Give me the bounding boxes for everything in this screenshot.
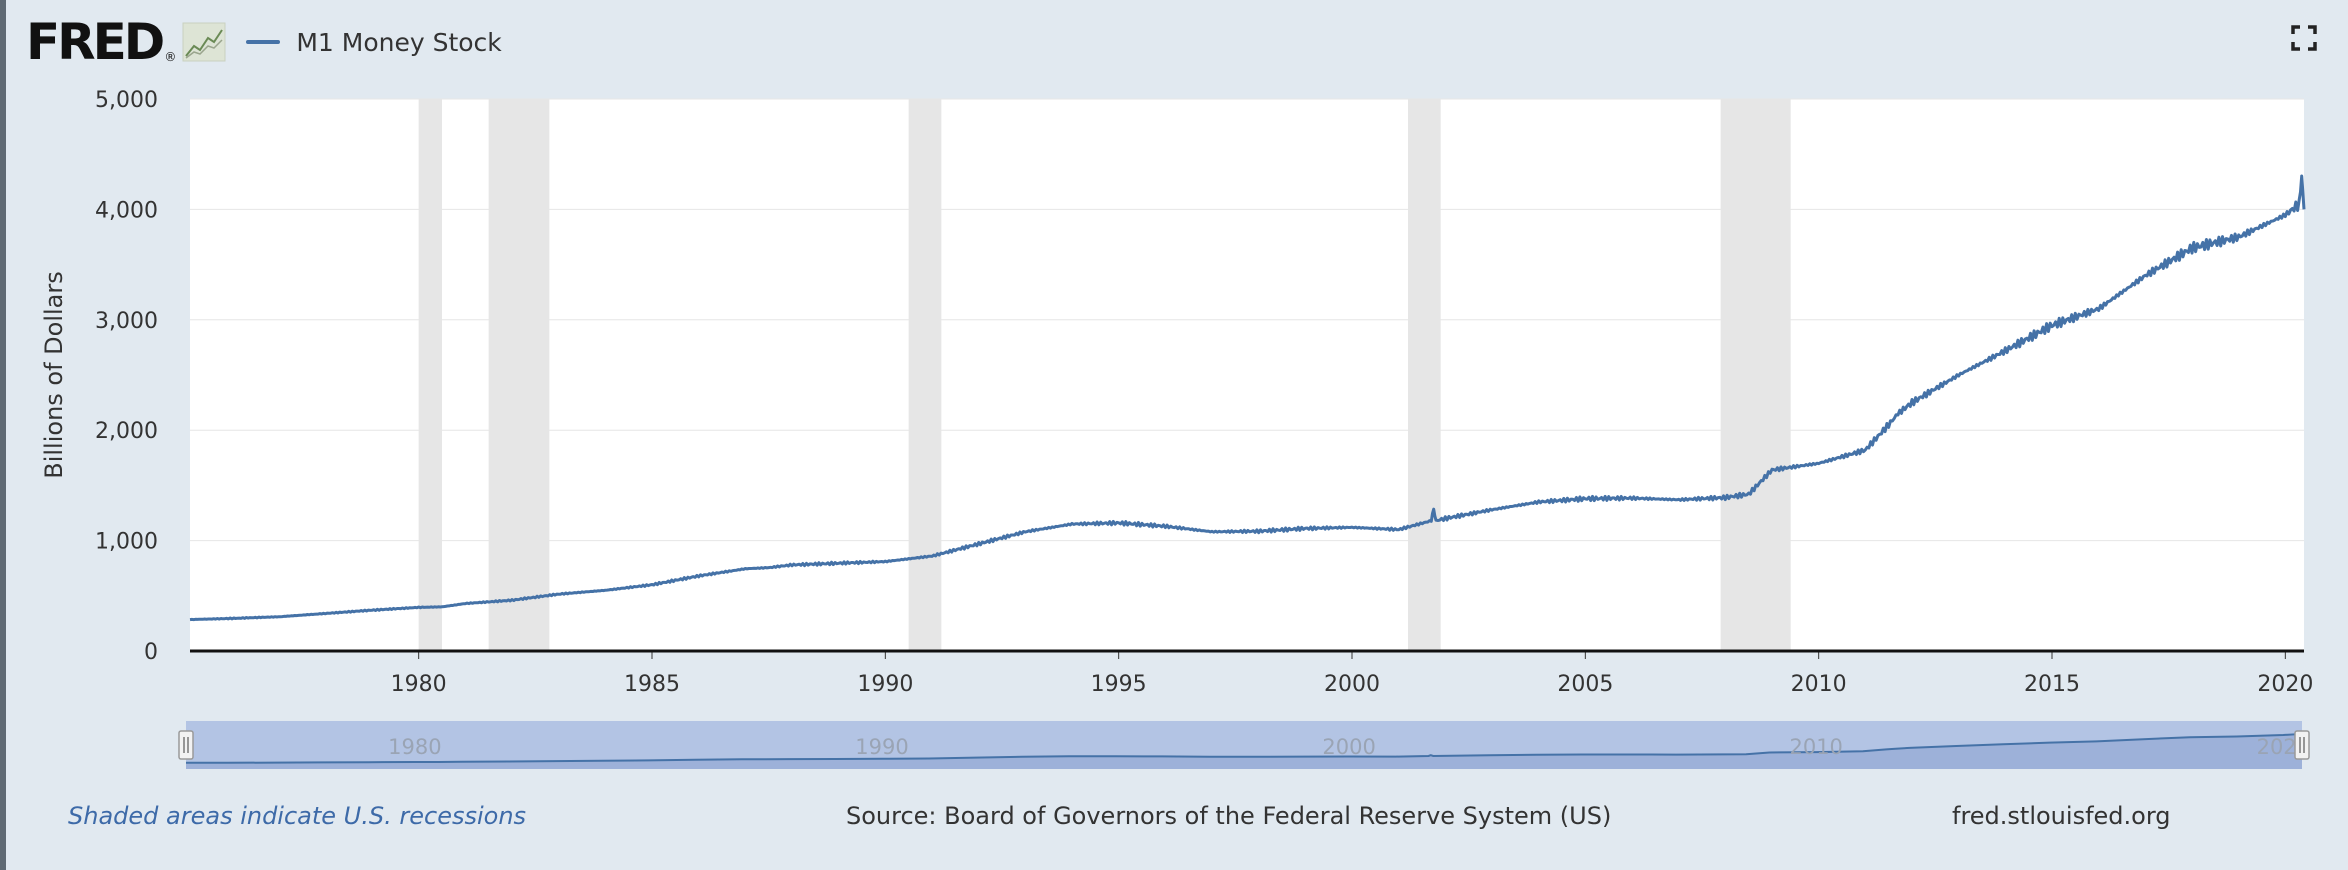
site-link[interactable]: fred.stlouisfed.org (1952, 802, 2171, 830)
recession-band (488, 99, 550, 651)
navigator-line (186, 730, 2303, 764)
fullscreen-icon[interactable] (2290, 24, 2318, 52)
y-tick-label: 5,000 (95, 88, 158, 113)
y-tick-label: 3,000 (95, 309, 158, 334)
x-tick-label: 1985 (624, 672, 680, 697)
window-frame-edge (0, 0, 6, 870)
fred-logo[interactable]: FRED (26, 13, 165, 71)
series-line (189, 174, 2306, 622)
navigator[interactable]: 1980 1990 2000 2010 2020 (178, 721, 2310, 769)
handle-grip (2294, 730, 2310, 760)
line-graph-icon (182, 22, 226, 62)
navigator-tick-label: 1990 (855, 735, 908, 759)
recession-band (908, 99, 942, 651)
x-tick-label: 1990 (857, 672, 913, 697)
navigator-tick-label: 1980 (388, 735, 441, 759)
y-tick-label: 1,000 (95, 530, 158, 555)
x-tick-label: 2020 (2257, 672, 2313, 697)
y-tick-label: 0 (144, 640, 158, 665)
legend-label: M1 Money Stock (296, 27, 502, 57)
x-tick-label: 2010 (1791, 672, 1847, 697)
chart-legend[interactable]: M1 Money Stock (246, 27, 502, 57)
x-tick-label: 1995 (1091, 672, 1147, 697)
chart-header: FRED ® M1 Money Stock (26, 14, 502, 70)
legend-line-swatch (246, 40, 281, 44)
recession-band (1408, 99, 1441, 651)
navigator-left-handle[interactable] (178, 730, 194, 760)
navigator-right-handle[interactable] (2294, 730, 2310, 760)
y-tick-label: 2,000 (95, 419, 158, 444)
x-tick-label: 2005 (1557, 672, 1613, 697)
recession-band (1720, 99, 1791, 651)
recession-note: Shaded areas indicate U.S. recessions (68, 802, 527, 830)
navigator-tick-label: 2000 (1322, 735, 1375, 759)
y-axis-title: Billions of Dollars (40, 271, 68, 479)
chart-svg: 0 1,000 2,000 3,000 4,000 5,000 Billions of Do… (40, 88, 2313, 769)
x-tick-label: 2015 (2024, 672, 2080, 697)
y-tick-label: 4,000 (95, 198, 158, 223)
source-text: Source: Board of Governors of the Federa… (846, 802, 1612, 830)
recession-band (418, 99, 442, 651)
x-tick-label: 2000 (1324, 672, 1380, 697)
x-tick-label: 1980 (391, 672, 447, 697)
registered-mark: ® (164, 50, 177, 64)
handle-grip (178, 730, 194, 760)
navigator-tick-label: 2010 (1789, 735, 1842, 759)
